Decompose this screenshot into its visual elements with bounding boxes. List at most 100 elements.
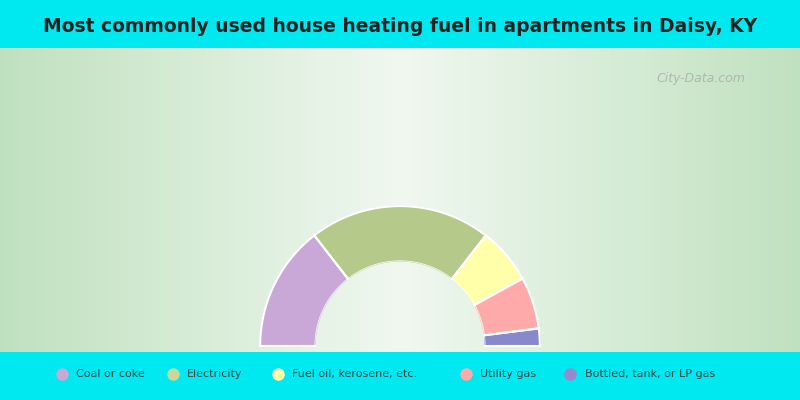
Bar [716,48,720,352]
Bar [676,48,680,352]
Bar [160,48,164,352]
Bar [560,48,564,352]
Bar [0,48,4,352]
Bar [324,48,328,352]
Bar [652,48,656,352]
Bar [608,48,612,352]
Bar [532,48,536,352]
Bar [536,48,540,352]
Bar [84,48,88,352]
Polygon shape [452,236,522,305]
Bar [76,48,80,352]
Bar [648,48,652,352]
Bar [216,48,220,352]
Bar [732,48,736,352]
Bar [768,48,772,352]
Bar [404,48,408,352]
Bar [20,48,24,352]
Text: Electricity: Electricity [187,369,242,378]
Bar [32,48,36,352]
Bar [796,48,800,352]
Bar [244,48,248,352]
Bar [4,48,8,352]
Bar [116,48,120,352]
Bar [196,48,200,352]
Bar [568,48,572,352]
Bar [208,48,212,352]
Bar [180,48,184,352]
Bar [644,48,648,352]
Bar [428,48,432,352]
Bar [460,48,464,352]
Bar [8,48,12,352]
Bar [512,48,516,352]
Text: Utility gas: Utility gas [480,369,536,378]
Bar [60,48,64,352]
Bar [228,48,232,352]
Bar [668,48,672,352]
Bar [412,48,416,352]
Bar [388,48,392,352]
Text: Bottled, tank, or LP gas: Bottled, tank, or LP gas [585,369,715,378]
Bar [104,48,108,352]
Bar [320,48,324,352]
Text: Most commonly used house heating fuel in apartments in Daisy, KY: Most commonly used house heating fuel in… [43,17,757,36]
Bar [736,48,740,352]
Bar [760,48,764,352]
Bar [708,48,712,352]
Bar [720,48,724,352]
Bar [352,48,356,352]
Bar [624,48,628,352]
Bar [356,48,360,352]
Bar [496,48,500,352]
Text: Fuel oil, kerosene, etc.: Fuel oil, kerosene, etc. [292,369,417,378]
Polygon shape [485,328,540,346]
Bar [252,48,256,352]
Bar [712,48,716,352]
Bar [620,48,624,352]
Bar [192,48,196,352]
Bar [312,48,316,352]
Bar [672,48,676,352]
Bar [416,48,420,352]
Bar [316,48,320,352]
Bar [552,48,556,352]
Polygon shape [474,278,538,335]
Bar [464,48,468,352]
Bar [248,48,252,352]
Bar [516,48,520,352]
Bar [164,48,168,352]
Bar [420,48,424,352]
Bar [444,48,448,352]
Bar [144,48,148,352]
Bar [680,48,684,352]
Bar [396,48,400,352]
Bar [184,48,188,352]
Bar [580,48,584,352]
Bar [408,48,412,352]
Bar [784,48,788,352]
Text: City-Data.com: City-Data.com [656,72,745,85]
Bar [232,48,236,352]
Bar [740,48,744,352]
Bar [28,48,32,352]
Bar [472,48,476,352]
Bar [292,48,296,352]
Bar [92,48,96,352]
Bar [528,48,532,352]
Bar [700,48,704,352]
Bar [80,48,84,352]
Bar [664,48,668,352]
Bar [660,48,664,352]
Bar [56,48,60,352]
Bar [792,48,796,352]
Bar [112,48,116,352]
Bar [340,48,344,352]
Bar [96,48,100,352]
Bar [172,48,176,352]
Bar [168,48,172,352]
Bar [100,48,104,352]
Bar [120,48,124,352]
Bar [692,48,696,352]
Bar [504,48,508,352]
